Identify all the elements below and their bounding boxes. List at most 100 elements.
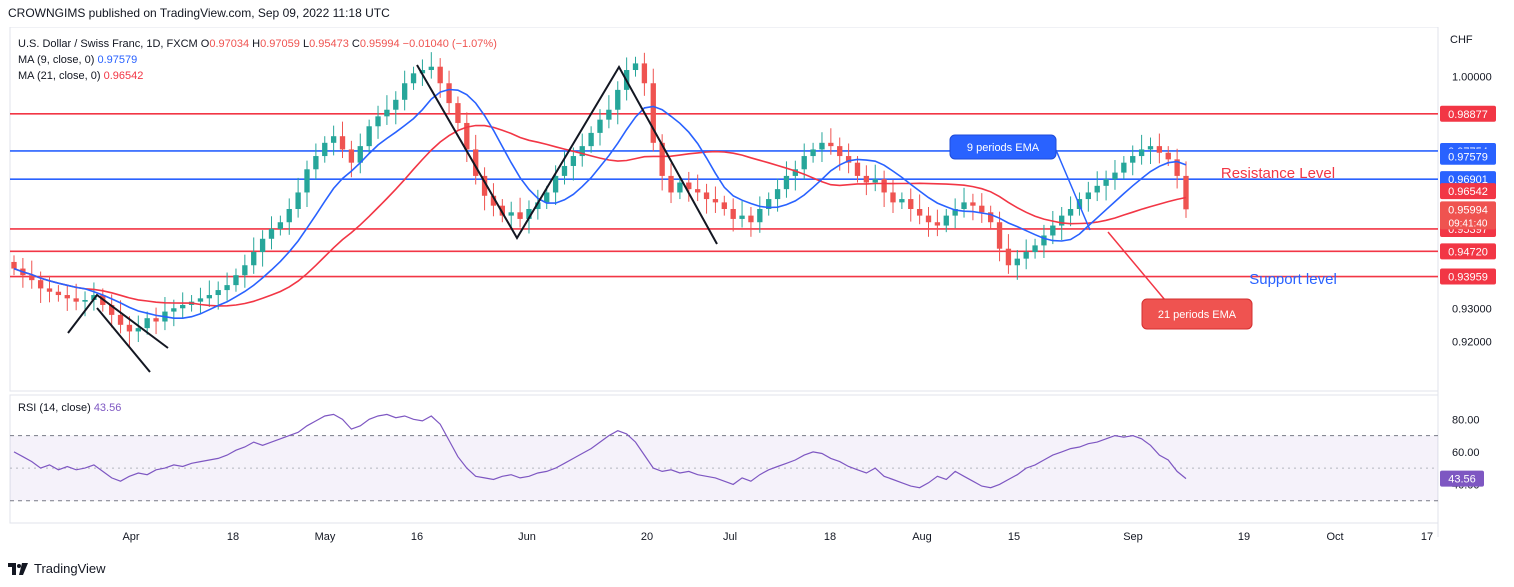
candle-body <box>961 202 967 209</box>
candle-body <box>668 175 674 193</box>
candle-body <box>996 222 1003 249</box>
candle-body <box>757 209 763 223</box>
x-tick-11: 19 <box>1238 531 1250 543</box>
candle-body <box>410 73 417 84</box>
x-tick-0: Apr <box>122 531 139 543</box>
candle-body <box>171 308 177 312</box>
x-tick-6: Jul <box>723 531 737 543</box>
change-value: −0.01040 (−1.07%) <box>402 38 497 50</box>
candle-body <box>242 265 248 276</box>
ma21-line <box>13 124 1187 307</box>
candle-body <box>712 199 719 203</box>
candle-body <box>1147 146 1154 150</box>
symbol-legend: U.S. Dollar / Swiss Franc, 1D, FXCM O0.9… <box>18 36 497 84</box>
tradingview-footer[interactable]: TradingView <box>8 561 106 576</box>
candle-body <box>783 175 790 190</box>
candle-body <box>490 195 497 206</box>
candle-body <box>29 275 35 281</box>
rsi-tick-0: 80.00 <box>1452 414 1480 426</box>
candle-body <box>730 209 736 219</box>
level-value-0: 0.98877 <box>1448 109 1488 121</box>
x-tick-12: Oct <box>1326 531 1343 543</box>
candle-body <box>916 209 923 216</box>
candle-body <box>366 126 372 147</box>
level-badge-4 <box>1440 243 1496 260</box>
y-tick-1: 0.93000 <box>1452 303 1492 315</box>
candle-body <box>934 222 941 226</box>
y-tick-2: 0.92000 <box>1452 336 1492 348</box>
candle-body <box>295 192 301 209</box>
ma21-row: MA (21, close, 0) 0.96542 <box>18 70 144 82</box>
candle-body <box>748 215 754 223</box>
candle-body <box>1050 225 1056 236</box>
price-badge-value-1: 0.96542 <box>1448 186 1488 198</box>
flag-bottom-line <box>96 307 151 373</box>
high-value: 0.97059 <box>260 38 300 50</box>
price-chart[interactable]: 0.988770.977540.969010.953970.947200.939… <box>0 27 1514 557</box>
candle-body <box>428 66 434 71</box>
candle-body <box>1165 152 1171 160</box>
candle-body <box>1067 209 1074 216</box>
level-value-4: 0.94720 <box>1448 246 1488 258</box>
candle-body <box>402 83 408 100</box>
candle-body <box>46 288 53 292</box>
x-tick-2: May <box>315 531 336 543</box>
price-badge-1 <box>1440 183 1496 200</box>
rsi-line <box>13 413 1187 489</box>
candle-body <box>73 298 79 302</box>
candle-body <box>437 66 443 84</box>
level-value-5: 0.93959 <box>1448 272 1488 284</box>
candle-body <box>908 199 914 209</box>
candle-body <box>455 103 461 123</box>
candle-body <box>64 295 70 299</box>
candle-body <box>1085 192 1091 200</box>
candle-body <box>1130 156 1136 163</box>
candle-body <box>650 83 656 143</box>
currency-label: CHF <box>1450 34 1473 46</box>
double-top-line <box>416 64 718 245</box>
candle-body <box>197 298 204 302</box>
candle-body <box>384 109 390 117</box>
brand-name: TradingView <box>34 561 106 576</box>
candle-body <box>739 215 745 219</box>
candle-body <box>1138 149 1145 157</box>
close-value: 0.95994 <box>359 38 400 50</box>
candle-body <box>357 146 363 163</box>
published-caption: CROWNGIMS published on TradingView.com, … <box>8 6 390 20</box>
symbol-name: U.S. Dollar / Swiss Franc, 1D, FXCM <box>18 38 198 50</box>
candle-body <box>659 142 665 176</box>
candle-body <box>1041 235 1047 246</box>
candle-body <box>268 228 275 239</box>
candle-body <box>508 212 514 216</box>
x-tick-13: 17 <box>1421 531 1433 543</box>
x-tick-8: Aug <box>912 531 932 543</box>
candle-body <box>606 109 612 120</box>
candle-body <box>925 215 932 223</box>
candle-body <box>330 136 337 143</box>
candle-body <box>82 300 88 302</box>
candle-body <box>721 202 727 209</box>
ema21-callout: 21 periods EMA <box>1107 231 1253 330</box>
candle-body <box>1103 179 1109 186</box>
candle-body <box>446 83 452 104</box>
ema9-label: 9 periods EMA <box>967 142 1040 154</box>
candle-body <box>872 179 878 183</box>
candle-body <box>1174 159 1180 176</box>
countdown-label: 09:41:40 <box>1449 218 1488 229</box>
candle-body <box>1112 172 1118 180</box>
candle-body <box>109 304 115 315</box>
candle-body <box>695 189 701 193</box>
ma21-value: 0.96542 <box>103 70 144 82</box>
candle-body <box>819 142 825 150</box>
candle-body <box>393 99 399 110</box>
candle-body <box>1156 146 1163 153</box>
tradingview-logo-icon <box>8 562 28 575</box>
ema21-label: 21 periods EMA <box>1158 309 1237 321</box>
rsi-last-badge <box>1440 470 1484 487</box>
candle-body <box>544 192 550 203</box>
candle-body <box>277 222 284 229</box>
candle-body <box>286 209 292 223</box>
candle-body <box>686 182 692 190</box>
candle-body <box>117 314 124 325</box>
candle-body <box>570 156 577 166</box>
